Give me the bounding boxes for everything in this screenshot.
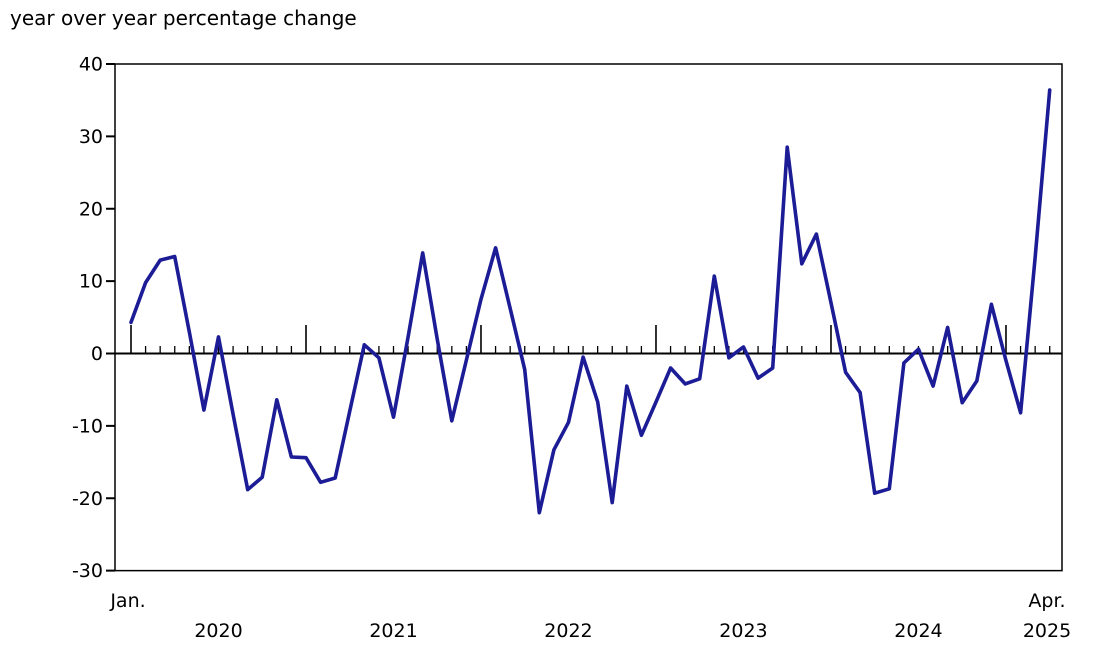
y-axis-tick-label: -20: [72, 488, 103, 510]
y-axis-tick-label: 40: [79, 54, 103, 76]
y-axis-tick-label: -10: [72, 415, 103, 437]
y-axis-tick-label: 30: [79, 126, 103, 148]
x-axis-year-label: 2021: [369, 620, 417, 642]
data-series-line: [129, 88, 1052, 515]
x-axis-year-label: 2025: [1023, 620, 1071, 642]
x-axis-year-label: 2024: [894, 620, 942, 642]
plot-frame: [114, 63, 1063, 572]
y-axis-tick-label: -30: [72, 560, 103, 582]
x-axis-year-label: 2020: [194, 620, 242, 642]
y-axis-tick-label: 20: [79, 198, 103, 220]
chart-title: year over year percentage change: [10, 6, 357, 30]
y-axis-tick-label: 0: [91, 343, 103, 365]
x-axis-first-month-label: Jan.: [109, 590, 145, 612]
y-axis-tick-label: 10: [79, 271, 103, 293]
x-axis-year-label: 2022: [544, 620, 592, 642]
x-axis-last-month-label: Apr.: [1028, 590, 1065, 612]
x-axis-year-label: 2023: [719, 620, 767, 642]
